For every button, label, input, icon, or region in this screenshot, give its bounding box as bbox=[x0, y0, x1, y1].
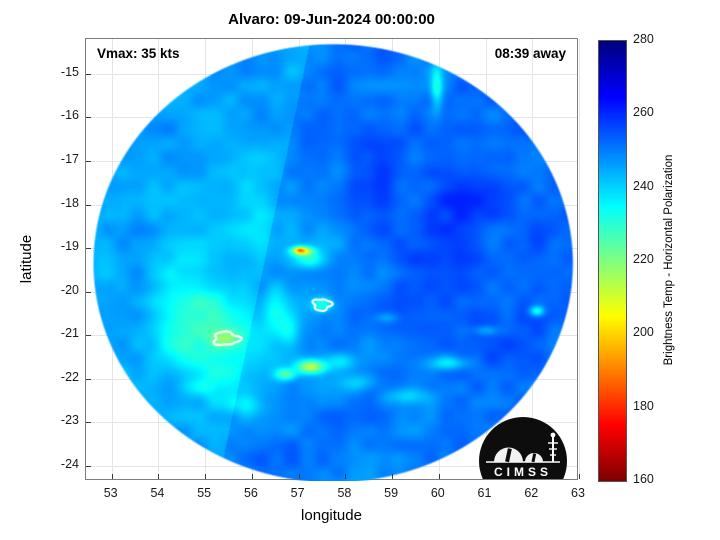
logo-dome-large-slit bbox=[505, 448, 512, 463]
colorbar-label: Brightness Temp - Horizontal Polarizatio… bbox=[663, 154, 675, 366]
x-tick-label: 53 bbox=[103, 486, 118, 500]
tick-mark bbox=[579, 474, 580, 479]
y-tick-label: -21 bbox=[60, 326, 79, 341]
tick-mark bbox=[86, 73, 91, 75]
logo-tower-top bbox=[550, 432, 556, 438]
x-tick-label: 59 bbox=[384, 486, 399, 500]
x-axis-label: longitude bbox=[301, 507, 362, 524]
tick-mark bbox=[392, 474, 394, 479]
heatmap-canvas bbox=[86, 39, 579, 481]
y-tick-label: -22 bbox=[60, 369, 79, 384]
tick-mark bbox=[251, 474, 253, 479]
gridline bbox=[579, 39, 580, 479]
tick-mark bbox=[86, 465, 91, 467]
x-tick-label: 63 bbox=[571, 486, 585, 500]
eta-annotation: 08:39 away bbox=[494, 46, 566, 61]
x-tick-label: 55 bbox=[197, 486, 212, 500]
x-tick-label: 58 bbox=[337, 486, 352, 500]
plot-area: Vmax: 35 kts 08:39 away CIMSS bbox=[85, 38, 580, 481]
tick-mark bbox=[86, 378, 91, 380]
y-tick-label: -23 bbox=[60, 413, 79, 428]
logo-disc bbox=[479, 417, 567, 479]
y-tick-label: -18 bbox=[60, 195, 79, 210]
y-tick-label: -19 bbox=[60, 239, 79, 253]
x-tick-label: 61 bbox=[477, 486, 492, 500]
x-tick-label: 57 bbox=[290, 486, 305, 500]
tick-mark bbox=[345, 474, 347, 479]
colorbar-tick-label: 180 bbox=[633, 398, 654, 413]
tick-mark bbox=[86, 291, 91, 293]
tick-mark bbox=[86, 422, 91, 424]
figure-title: Alvaro: 09-Jun-2024 00:00:00 bbox=[228, 11, 435, 28]
tick-mark bbox=[298, 474, 300, 479]
colorbar-tick-label: 240 bbox=[633, 178, 654, 193]
cimss-logo: CIMSS bbox=[479, 417, 567, 479]
tick-mark bbox=[86, 160, 91, 162]
y-tick-label: -15 bbox=[60, 64, 79, 79]
tick-mark bbox=[111, 474, 113, 479]
tick-mark bbox=[158, 474, 160, 479]
colorbar-tick-label: 200 bbox=[633, 325, 654, 340]
x-tick-label: 60 bbox=[430, 486, 445, 500]
y-axis-label: latitude bbox=[18, 234, 35, 284]
colorbar-tick-label: 160 bbox=[633, 472, 654, 486]
tick-mark bbox=[86, 117, 91, 119]
tick-mark bbox=[205, 474, 207, 479]
logo-dome-small-slit bbox=[531, 453, 537, 463]
x-tick-label: 56 bbox=[243, 486, 258, 500]
y-tick-label: -20 bbox=[60, 282, 79, 297]
colorbar-tick-label: 220 bbox=[633, 252, 654, 266]
x-tick-label: 54 bbox=[150, 486, 165, 500]
colorbar-tick-label: 260 bbox=[633, 105, 654, 120]
vmax-annotation: Vmax: 35 kts bbox=[97, 46, 180, 61]
cimss-logo-text: CIMSS bbox=[494, 465, 552, 479]
y-tick-label: -24 bbox=[60, 456, 79, 471]
colorbar bbox=[598, 40, 627, 482]
tick-mark bbox=[438, 474, 440, 479]
colorbar-tick-label: 280 bbox=[633, 32, 654, 46]
tick-mark bbox=[86, 248, 91, 249]
x-tick-label: 62 bbox=[524, 486, 539, 500]
colorbar-canvas bbox=[599, 41, 626, 481]
tick-mark bbox=[86, 335, 91, 337]
y-tick-label: -17 bbox=[60, 151, 79, 166]
tick-mark bbox=[86, 204, 91, 206]
y-tick-label: -16 bbox=[60, 108, 79, 123]
